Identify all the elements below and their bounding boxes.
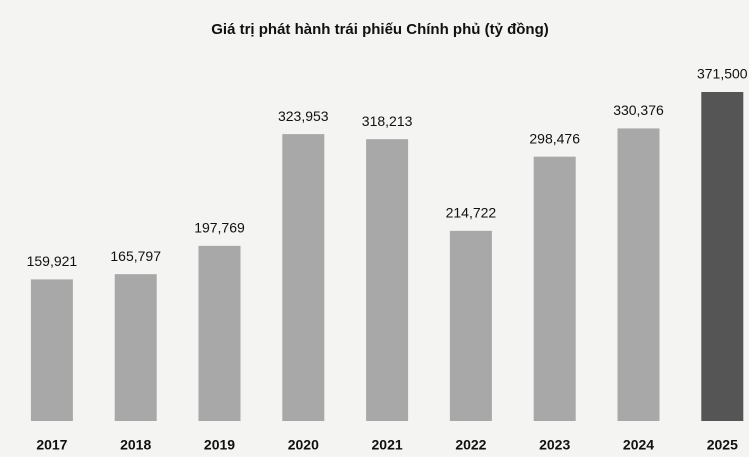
bar xyxy=(366,139,409,421)
bar xyxy=(30,279,73,421)
value-label: 330,376 xyxy=(613,102,664,118)
bar xyxy=(198,245,241,421)
x-tick-label: 2018 xyxy=(120,437,151,453)
x-tick-label: 2019 xyxy=(204,437,235,453)
bar xyxy=(533,156,576,421)
value-label: 298,476 xyxy=(529,130,580,146)
x-tick-label: 2017 xyxy=(36,437,67,453)
bar xyxy=(114,274,157,421)
bar xyxy=(282,134,325,421)
value-label: 214,722 xyxy=(446,205,497,221)
chart-title: Giá trị phát hành trái phiếu Chính phủ (… xyxy=(211,21,548,38)
bar xyxy=(617,128,660,421)
value-label: 318,213 xyxy=(362,113,413,129)
value-label: 371,500 xyxy=(697,66,748,82)
x-tick-label: 2023 xyxy=(539,437,570,453)
bar xyxy=(701,92,744,421)
value-label: 323,953 xyxy=(278,108,329,124)
value-label: 159,921 xyxy=(27,253,78,269)
x-tick-label: 2022 xyxy=(455,437,486,453)
x-tick-label: 2024 xyxy=(623,437,654,453)
bar xyxy=(449,230,492,421)
value-label: 165,797 xyxy=(110,248,161,264)
x-tick-label: 2025 xyxy=(707,437,738,453)
x-tick-label: 2021 xyxy=(372,437,403,453)
x-tick-label: 2020 xyxy=(288,437,319,453)
value-label: 197,769 xyxy=(194,220,245,236)
